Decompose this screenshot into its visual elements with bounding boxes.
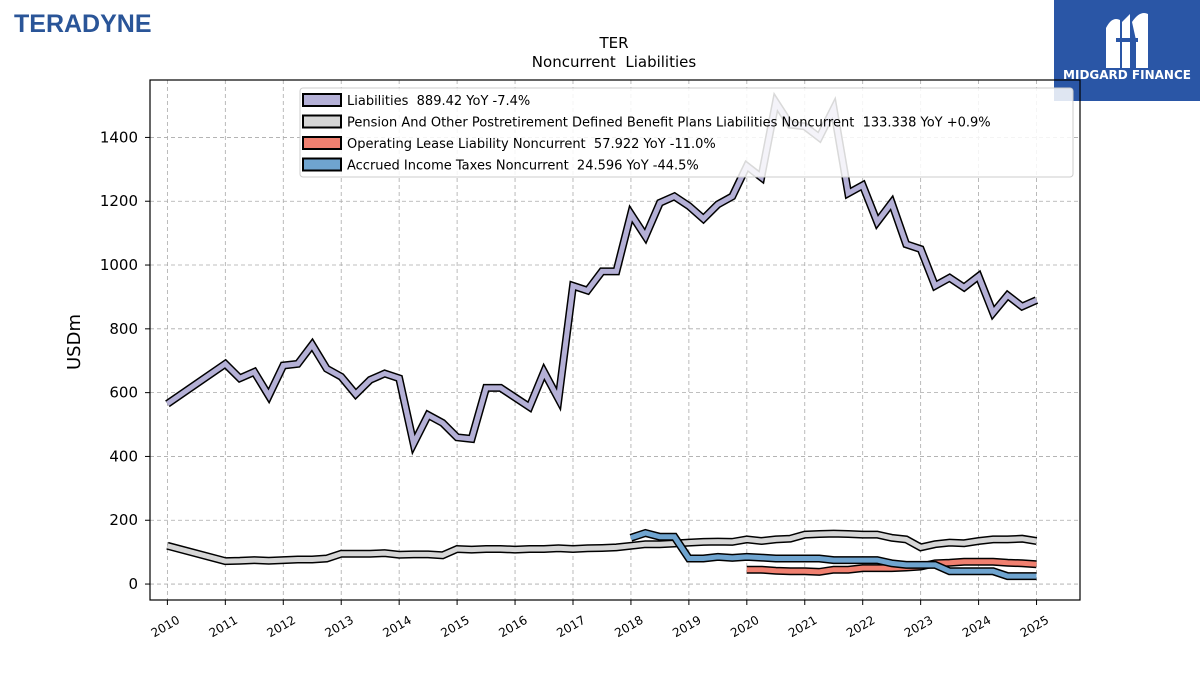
x-tick-label: 2019 — [670, 613, 703, 640]
legend: Liabilities 889.42 YoY -7.4% Pension And … — [299, 87, 1074, 178]
series-2-line — [746, 559, 1037, 575]
midgard-logo-icon — [1106, 13, 1148, 68]
x-tick-label: 2012 — [265, 613, 298, 640]
x-tick-label: 2016 — [496, 613, 529, 640]
x-tick-label: 2017 — [554, 613, 587, 640]
x-tick-label: 2022 — [844, 613, 877, 640]
plot-frame — [149, 79, 1081, 601]
x-tick-label: 2018 — [612, 613, 645, 640]
legend-label: Pension And Other Postretirement Defined… — [347, 116, 991, 131]
y-tick-label: 1200 — [100, 192, 138, 210]
x-tick-label: 2010 — [149, 613, 182, 640]
legend-swatch — [302, 157, 342, 172]
series-group — [165, 91, 1039, 581]
legend-swatch — [302, 93, 342, 107]
series-0-line — [165, 95, 1038, 452]
y-tick-label: 600 — [109, 384, 138, 402]
teradyne-logo: TERADYNE — [14, 10, 152, 38]
y-tick-label: 0 — [128, 575, 138, 593]
x-tick-label: 2020 — [728, 613, 761, 640]
legend-box — [299, 87, 1074, 178]
legend-label: Accrued Income Taxes Noncurrent 24.596 Y… — [347, 159, 699, 174]
x-tick-label: 2024 — [960, 613, 993, 640]
x-tick-label: 2023 — [902, 613, 935, 640]
x-tick-label: 2013 — [322, 613, 355, 640]
chart-subtitle: Noncurrent Liabilities — [532, 53, 697, 71]
chart-title: TER — [598, 34, 628, 52]
legend-label: Operating Lease Liability Noncurrent 57.… — [347, 137, 716, 152]
legend-label: Liabilities 889.42 YoY -7.4% — [347, 94, 530, 109]
series-1-line — [166, 531, 1037, 564]
x-tick-label: 2025 — [1018, 613, 1051, 640]
midgard-logo-text: MIDGARD FINANCE — [1063, 68, 1191, 82]
y-tick-label: 400 — [109, 447, 138, 465]
y-tick-label: 1000 — [100, 256, 138, 274]
series-3-line — [630, 530, 1037, 579]
x-tick-label: 2014 — [380, 613, 413, 640]
x-tick-label: 2021 — [786, 613, 819, 640]
legend-swatch — [302, 114, 342, 129]
y-axis-label: USDm — [64, 314, 85, 370]
y-tick-label: 1400 — [100, 128, 138, 146]
y-tick-label: 800 — [109, 320, 138, 338]
midgard-finance-logo: MIDGARD FINANCE — [1054, 0, 1200, 101]
y-tick-label: 200 — [109, 511, 138, 529]
x-tick-label: 2011 — [207, 613, 240, 640]
x-tick-label: 2015 — [438, 613, 471, 640]
legend-swatch — [302, 136, 342, 150]
